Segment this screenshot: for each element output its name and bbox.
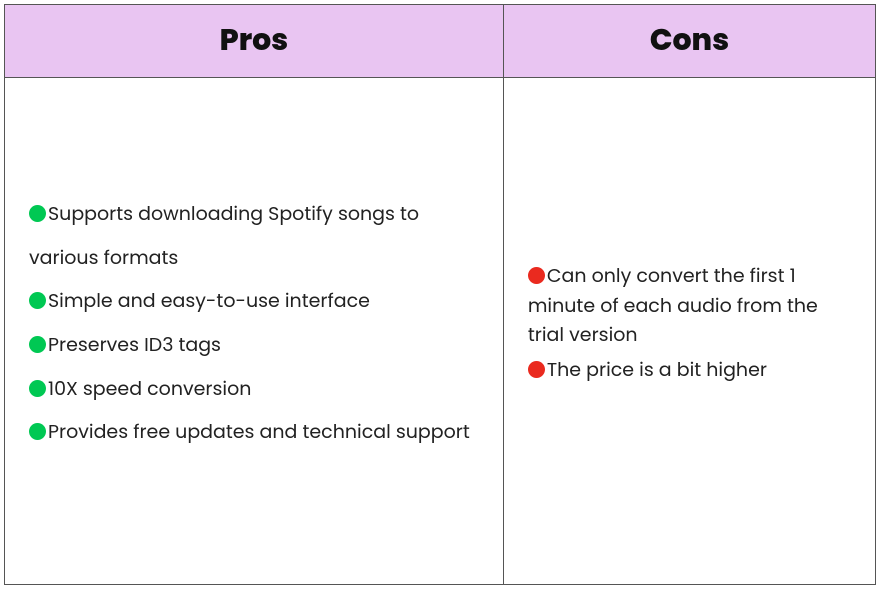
cons-bullet-icon [528,361,545,378]
cons-column: Cons Can only convert the first 1 minute… [504,5,875,584]
cons-item-text: The price is a bit higher [547,356,767,383]
pros-item-text: Supports downloading Spotify songs to va… [29,200,419,271]
pros-cons-table: Pros Supports downloading Spotify songs … [4,4,876,585]
pros-item: 10X speed conversion [27,367,481,411]
pros-item-text: Preserves ID3 tags [48,331,221,358]
cons-item-text: Can only convert the first 1 minute of e… [528,262,818,348]
pros-item: Simple and easy-to-use interface [27,279,481,323]
pros-item-text: 10X speed conversion [48,375,251,402]
pros-item: Provides free updates and technical supp… [27,410,481,454]
pros-bullet-icon [29,336,46,353]
pros-item-text: Simple and easy-to-use interface [48,287,370,314]
pros-item-text: Provides free updates and technical supp… [48,418,470,445]
pros-item: Preserves ID3 tags [27,323,481,367]
cons-header: Cons [504,5,875,78]
pros-body: Supports downloading Spotify songs to va… [5,78,503,584]
pros-bullet-icon [29,205,46,222]
pros-bullet-icon [29,380,46,397]
pros-bullet-icon [29,292,46,309]
cons-item: The price is a bit higher [526,355,853,384]
cons-item: Can only convert the first 1 minute of e… [526,261,853,349]
pros-column: Pros Supports downloading Spotify songs … [5,5,504,584]
pros-header: Pros [5,5,503,78]
cons-bullet-icon [528,267,545,284]
cons-body: Can only convert the first 1 minute of e… [504,78,875,584]
pros-bullet-icon [29,423,46,440]
pros-item: Supports downloading Spotify songs to va… [27,192,481,279]
cons-list: Can only convert the first 1 minute of e… [526,261,853,385]
pros-list: Supports downloading Spotify songs to va… [27,192,481,454]
